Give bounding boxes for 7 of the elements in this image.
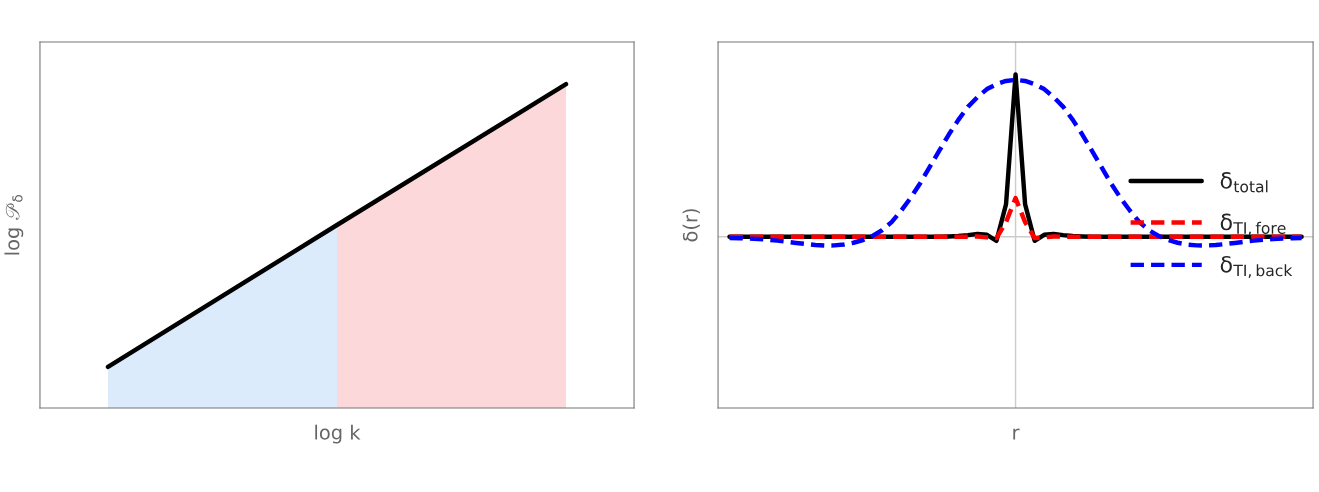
x-axis-title: r <box>1013 428 1020 440</box>
legend-label: δ$_{TI,back}$ <box>1220 255 1293 278</box>
y-axis-title: δ(r) <box>682 209 700 242</box>
x-axis-title: log k <box>315 424 361 444</box>
y-axis-title: log 𝒫$_{δ}$ <box>4 195 24 255</box>
legend-label: δ$_{TI,fore}$ <box>1220 213 1286 236</box>
legend-label: δ$_{total}$ <box>1220 172 1268 193</box>
